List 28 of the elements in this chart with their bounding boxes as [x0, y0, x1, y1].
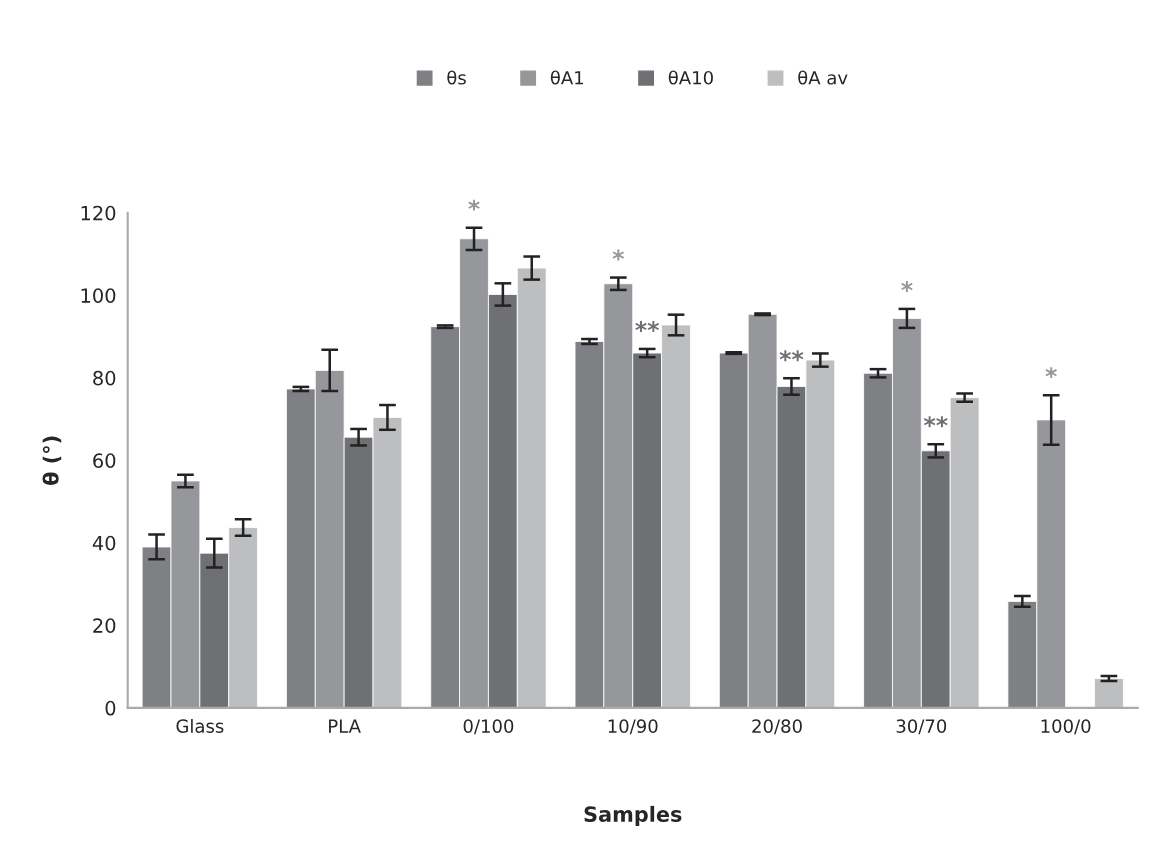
bar: [1094, 678, 1124, 708]
y-tick-label: 80: [93, 370, 116, 386]
x-tick-label: 20/80: [752, 719, 802, 735]
x-tick-label: 30/70: [896, 719, 947, 735]
data-label: *: [468, 199, 480, 211]
data-label: *: [901, 280, 913, 292]
data-label: *: [612, 249, 625, 261]
y-tick-label: 0: [105, 700, 116, 716]
data-label: **: [779, 350, 804, 362]
y-tick-label: 100: [81, 288, 116, 303]
legend-label: θs: [447, 70, 466, 85]
legend-label: θA1: [550, 70, 584, 85]
x-tick-label: Glass: [176, 718, 224, 733]
x-tick-label: 10/90: [608, 719, 658, 735]
y-tick-label: 20: [93, 618, 116, 633]
legend-label: θA av: [798, 70, 848, 85]
y-axis-title: θ (°): [42, 436, 62, 485]
data-label: **: [923, 416, 948, 428]
x-tick-label: 100/0: [1041, 719, 1091, 735]
x-tick-label: 0/100: [463, 719, 514, 735]
y-tick-label: 120: [81, 205, 116, 221]
x-axis-title: Samples: [584, 805, 682, 827]
x-tick-label: PLA: [329, 719, 361, 733]
data-label: *: [1045, 367, 1057, 379]
y-tick-label: 40: [92, 535, 116, 551]
data-label: **: [635, 320, 660, 332]
y-tick-label: 60: [93, 453, 116, 468]
legend-label: θA10: [668, 70, 713, 85]
